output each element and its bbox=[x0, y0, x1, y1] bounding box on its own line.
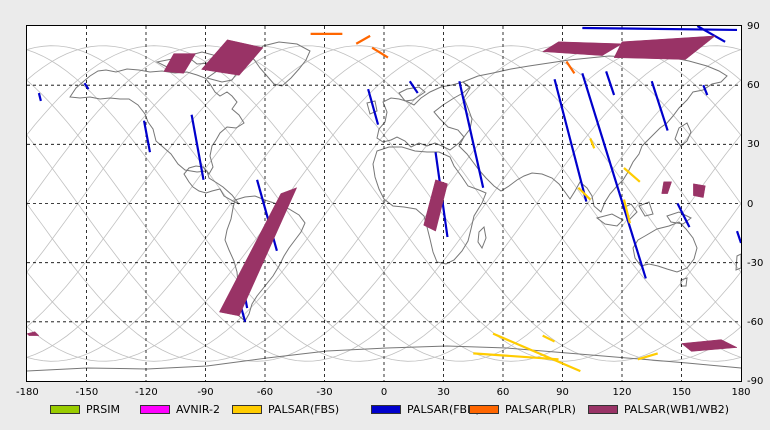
footprint-region bbox=[680, 339, 738, 352]
legend-swatch bbox=[371, 404, 401, 414]
x-tick-label: -150 bbox=[75, 387, 99, 398]
acquisition-footprints bbox=[27, 26, 741, 373]
footprint-strip bbox=[676, 203, 691, 228]
footprint-strip bbox=[581, 73, 647, 279]
footprint-strip bbox=[37, 92, 42, 102]
legend-label: PALSAR(WB1/WB2) bbox=[624, 402, 730, 416]
legend-item: PALSAR(FBD) bbox=[371, 402, 480, 416]
footprint-strip bbox=[553, 78, 588, 202]
legend-item: PALSAR(FBS) bbox=[232, 402, 340, 416]
x-tick-label: -60 bbox=[256, 387, 274, 398]
lat-lon-grid bbox=[27, 26, 741, 381]
legend-swatch bbox=[232, 404, 262, 414]
footprint-region bbox=[423, 179, 448, 232]
legend-swatch bbox=[469, 404, 499, 414]
footprint-strip bbox=[565, 60, 576, 74]
x-tick-label: 150 bbox=[671, 387, 692, 398]
footprint-region bbox=[541, 41, 623, 56]
footprint-strip bbox=[542, 334, 556, 343]
footprint-strip bbox=[582, 26, 738, 32]
footprint-strip bbox=[83, 82, 90, 90]
legend-item: AVNIR-2 bbox=[140, 402, 220, 416]
y-tick-label: -60 bbox=[747, 316, 764, 328]
footprint-strip bbox=[623, 167, 641, 183]
legend-item: PRSIM bbox=[50, 402, 120, 416]
x-tick-label: -30 bbox=[316, 387, 333, 398]
footprint-strip bbox=[622, 199, 632, 224]
legend-item: PALSAR(PLR) bbox=[469, 402, 576, 416]
x-tick-label: -180 bbox=[16, 387, 39, 398]
y-tick-label: -90 bbox=[747, 376, 764, 387]
footprint-region bbox=[693, 183, 706, 198]
footprint-strip bbox=[702, 84, 709, 96]
x-tick-label: 120 bbox=[612, 387, 632, 398]
footprint-strip bbox=[408, 80, 419, 94]
x-tick-label: 0 bbox=[380, 387, 388, 398]
footprint-strip bbox=[371, 46, 389, 59]
footprint-strip bbox=[458, 80, 485, 188]
footprint-strip bbox=[589, 138, 596, 149]
y-tick-label: 0 bbox=[747, 198, 754, 210]
x-tick-label: 30 bbox=[437, 387, 450, 398]
footprint-strip bbox=[355, 34, 371, 45]
footprint-strip bbox=[492, 332, 581, 373]
footprint-strip bbox=[650, 80, 669, 131]
footprint-region bbox=[163, 53, 197, 74]
footprint-strip bbox=[367, 88, 380, 125]
footprint-region bbox=[613, 35, 716, 60]
footprint-strip bbox=[735, 230, 741, 244]
footprint-region bbox=[201, 39, 264, 76]
legend-label: PRSIM bbox=[86, 402, 120, 416]
y-tick-label: 30 bbox=[747, 139, 760, 151]
footprint-strip bbox=[473, 352, 559, 361]
x-tick-label: -90 bbox=[197, 387, 214, 398]
y-tick-label: 90 bbox=[747, 21, 760, 32]
x-tick-label: 180 bbox=[731, 387, 751, 398]
footprint-strip bbox=[142, 120, 152, 153]
footprint-strip bbox=[577, 186, 592, 201]
footprint-strip bbox=[637, 352, 659, 361]
legend-swatch bbox=[588, 404, 618, 414]
footprint-strip bbox=[696, 26, 726, 43]
legend-label: PALSAR(FBS) bbox=[268, 402, 340, 416]
y-tick-label: -30 bbox=[747, 257, 764, 269]
footprint-strip bbox=[605, 71, 616, 96]
footprint-region bbox=[27, 331, 40, 336]
x-tick-label: 60 bbox=[496, 387, 510, 398]
legend-label: AVNIR-2 bbox=[176, 402, 220, 416]
footprint-strip bbox=[190, 114, 205, 181]
x-tick-label: 90 bbox=[556, 387, 569, 398]
legend-item: PALSAR(WB1/WB2) bbox=[588, 402, 730, 416]
x-tick-label: -120 bbox=[135, 387, 158, 398]
legend-label: PALSAR(FBD) bbox=[407, 402, 480, 416]
legend-swatch bbox=[50, 404, 80, 414]
legend-label: PALSAR(PLR) bbox=[505, 402, 576, 416]
y-tick-label: 60 bbox=[747, 80, 760, 92]
legend-swatch bbox=[140, 404, 170, 414]
footprint-region bbox=[219, 187, 298, 317]
map-frame bbox=[26, 25, 742, 382]
world-map bbox=[27, 26, 741, 381]
footprint-region bbox=[661, 181, 672, 194]
